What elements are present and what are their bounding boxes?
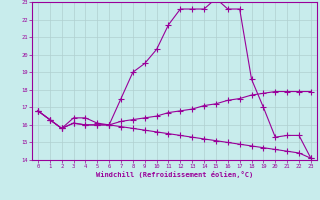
X-axis label: Windchill (Refroidissement éolien,°C): Windchill (Refroidissement éolien,°C) <box>96 171 253 178</box>
